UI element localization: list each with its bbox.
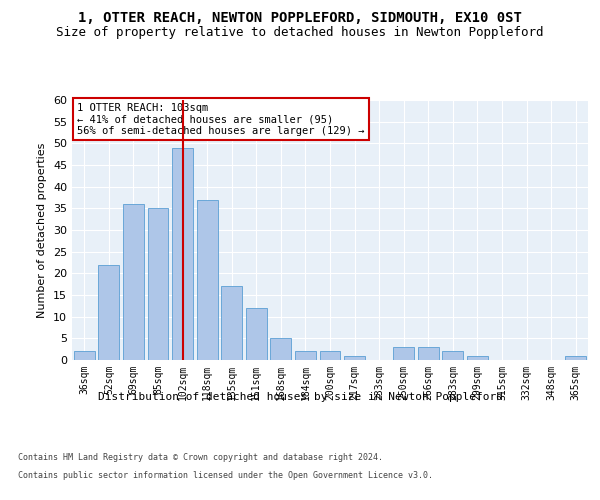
- Bar: [172, 148, 193, 360]
- Text: Contains public sector information licensed under the Open Government Licence v3: Contains public sector information licen…: [18, 472, 433, 480]
- Bar: [221, 286, 242, 360]
- Bar: [565, 356, 586, 360]
- Bar: [197, 200, 218, 360]
- Bar: [467, 356, 488, 360]
- Text: 1 OTTER REACH: 103sqm
← 41% of detached houses are smaller (95)
56% of semi-deta: 1 OTTER REACH: 103sqm ← 41% of detached …: [77, 102, 365, 136]
- Bar: [295, 352, 316, 360]
- Y-axis label: Number of detached properties: Number of detached properties: [37, 142, 47, 318]
- Bar: [246, 308, 267, 360]
- Bar: [393, 347, 414, 360]
- Text: Distribution of detached houses by size in Newton Poppleford: Distribution of detached houses by size …: [97, 392, 503, 402]
- Bar: [123, 204, 144, 360]
- Bar: [271, 338, 292, 360]
- Bar: [320, 352, 340, 360]
- Bar: [98, 264, 119, 360]
- Bar: [442, 352, 463, 360]
- Bar: [344, 356, 365, 360]
- Text: 1, OTTER REACH, NEWTON POPPLEFORD, SIDMOUTH, EX10 0ST: 1, OTTER REACH, NEWTON POPPLEFORD, SIDMO…: [78, 10, 522, 24]
- Bar: [74, 352, 95, 360]
- Bar: [148, 208, 169, 360]
- Bar: [418, 347, 439, 360]
- Text: Contains HM Land Registry data © Crown copyright and database right 2024.: Contains HM Land Registry data © Crown c…: [18, 453, 383, 462]
- Text: Size of property relative to detached houses in Newton Poppleford: Size of property relative to detached ho…: [56, 26, 544, 39]
